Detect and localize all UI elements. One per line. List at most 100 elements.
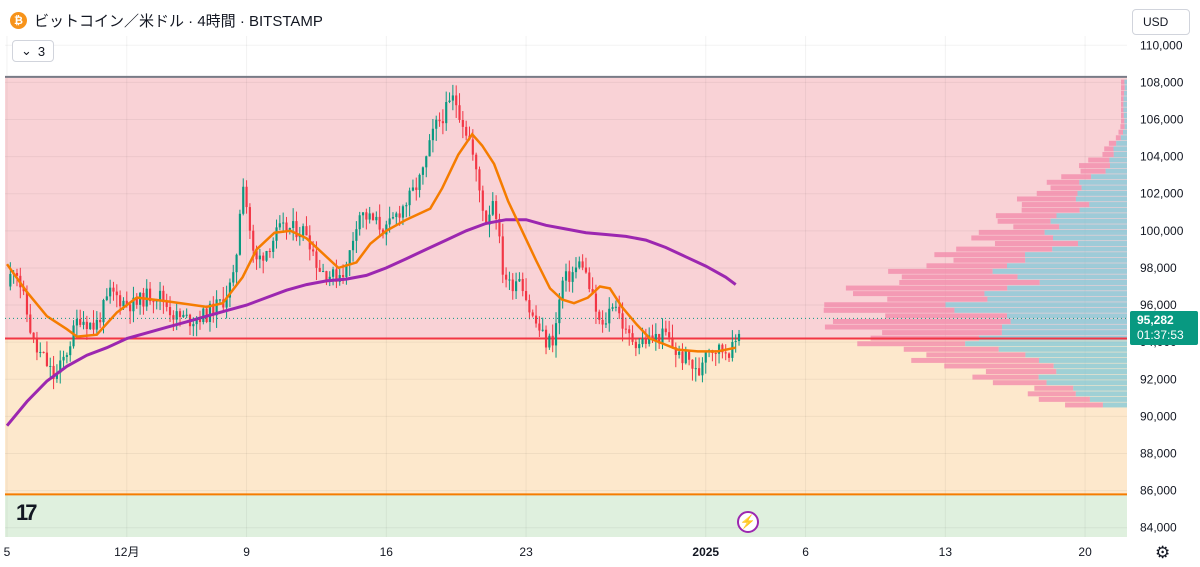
candle-body [198,319,202,323]
candle-body [538,323,541,331]
last-price-badge: 95,282 01:37:53 [1130,311,1198,345]
volume-profile-bar-down [1034,385,1074,391]
candle-body [82,321,85,325]
time-tick-label: 23 [519,545,533,559]
volume-profile-bar-down [956,246,1053,252]
time-tick-label: 13 [939,545,953,559]
candle-body [511,279,514,292]
candle-body [152,301,155,303]
candle-body [401,206,405,218]
candle-body [145,288,148,307]
time-tick-label: 6 [802,545,809,559]
price-scale-bg [1127,0,1200,567]
candle-body [242,186,245,214]
candle-body [192,324,195,327]
candle-body [435,119,438,129]
candle-body [325,271,328,281]
candle-body [102,300,105,323]
candle-body [451,95,454,101]
indicators-collapse-button[interactable]: ⌄ 3 [12,40,55,62]
price-tick-label: 90,000 [1140,409,1177,423]
indicator-count: 3 [37,43,46,59]
candle-body [85,321,88,330]
candle-body [89,322,92,330]
volume-profile-bar-up [1120,135,1127,141]
candle-body [461,119,464,127]
volume-profile-bar-down [994,241,1079,247]
candle-body [109,287,112,297]
candle-body [125,300,128,305]
candle-body [737,333,741,341]
candle-body [425,156,428,168]
volume-profile-bar-down [995,213,1057,219]
candle-body [727,353,731,358]
volume-profile-bar-up [987,296,1127,302]
candle-body [691,359,694,369]
candle-body [628,329,631,334]
candle-body [275,227,278,241]
candle-body [115,291,118,296]
candle-body [731,341,734,358]
candle-body [594,293,598,312]
volume-profile-bar-up [1089,202,1127,208]
candle-body [481,190,484,211]
volume-profile-bar-down [1036,190,1078,196]
volume-profile-bar-up [1079,179,1127,185]
volume-profile-bar-down [926,263,1008,269]
candle-body [717,344,721,354]
volume-profile-bar-down [1027,391,1076,397]
volume-profile-bar-up [1050,218,1127,224]
candle-body [351,240,355,251]
candle-body [541,329,544,331]
price-zone-1 [5,338,1127,495]
lightning-icon[interactable]: ⚡ [737,511,759,533]
candle-body [654,333,657,341]
candle-body [272,240,275,252]
volume-profile-bar-down [953,257,1026,263]
gear-icon[interactable]: ⚙ [1155,543,1171,562]
volume-profile-bar-up [1025,257,1127,263]
candle-body [235,254,238,273]
volume-profile-bar-up [1116,140,1127,146]
volume-profile-bar-up [1109,163,1127,169]
candle-body [684,351,687,364]
candle-body [515,281,518,292]
currency-selector[interactable]: USD [1132,9,1190,35]
candle-body [112,287,115,292]
volume-profile-bar-up [1113,146,1127,152]
candle-body [618,306,621,314]
candle-body [195,319,198,325]
candle-body [664,328,667,333]
ema-long-line [5,218,737,427]
volume-profile-bar-down [903,346,999,352]
volume-profile-bar-down [1120,124,1125,130]
price-tick-label: 102,000 [1140,187,1184,201]
volume-profile-bar-up [1089,396,1127,402]
candle-body [591,289,594,294]
candle-body [361,212,365,216]
volume-profile-bar-up [1025,352,1127,358]
volume-profile-bar-down [899,280,1040,285]
candle-body [568,271,571,282]
candle-body [398,213,401,218]
candle-body [431,128,434,141]
volume-profile-bar-down [845,285,1008,291]
candle-body [608,308,611,324]
price-tick-label: 96,000 [1140,298,1177,312]
price-tick-label: 88,000 [1140,447,1177,461]
candle-body [458,105,461,120]
candle-body [478,169,481,191]
tradingview-logo[interactable]: 17 [16,500,38,525]
candle-body [148,288,152,302]
bar-countdown: 01:37:53 [1137,328,1184,342]
candle-body [375,216,378,221]
time-tick-label: 20 [1078,545,1092,559]
candle-body [581,261,584,268]
candle-body [285,222,288,232]
symbol-title[interactable]: ₿ ビットコイン／米ドル · 4時間 · BITSTAMP [10,10,323,31]
candle-body [624,328,627,330]
candle-body [129,304,132,312]
volume-profile-bar-up [1006,313,1127,319]
time-tick-label: 16 [380,545,394,559]
